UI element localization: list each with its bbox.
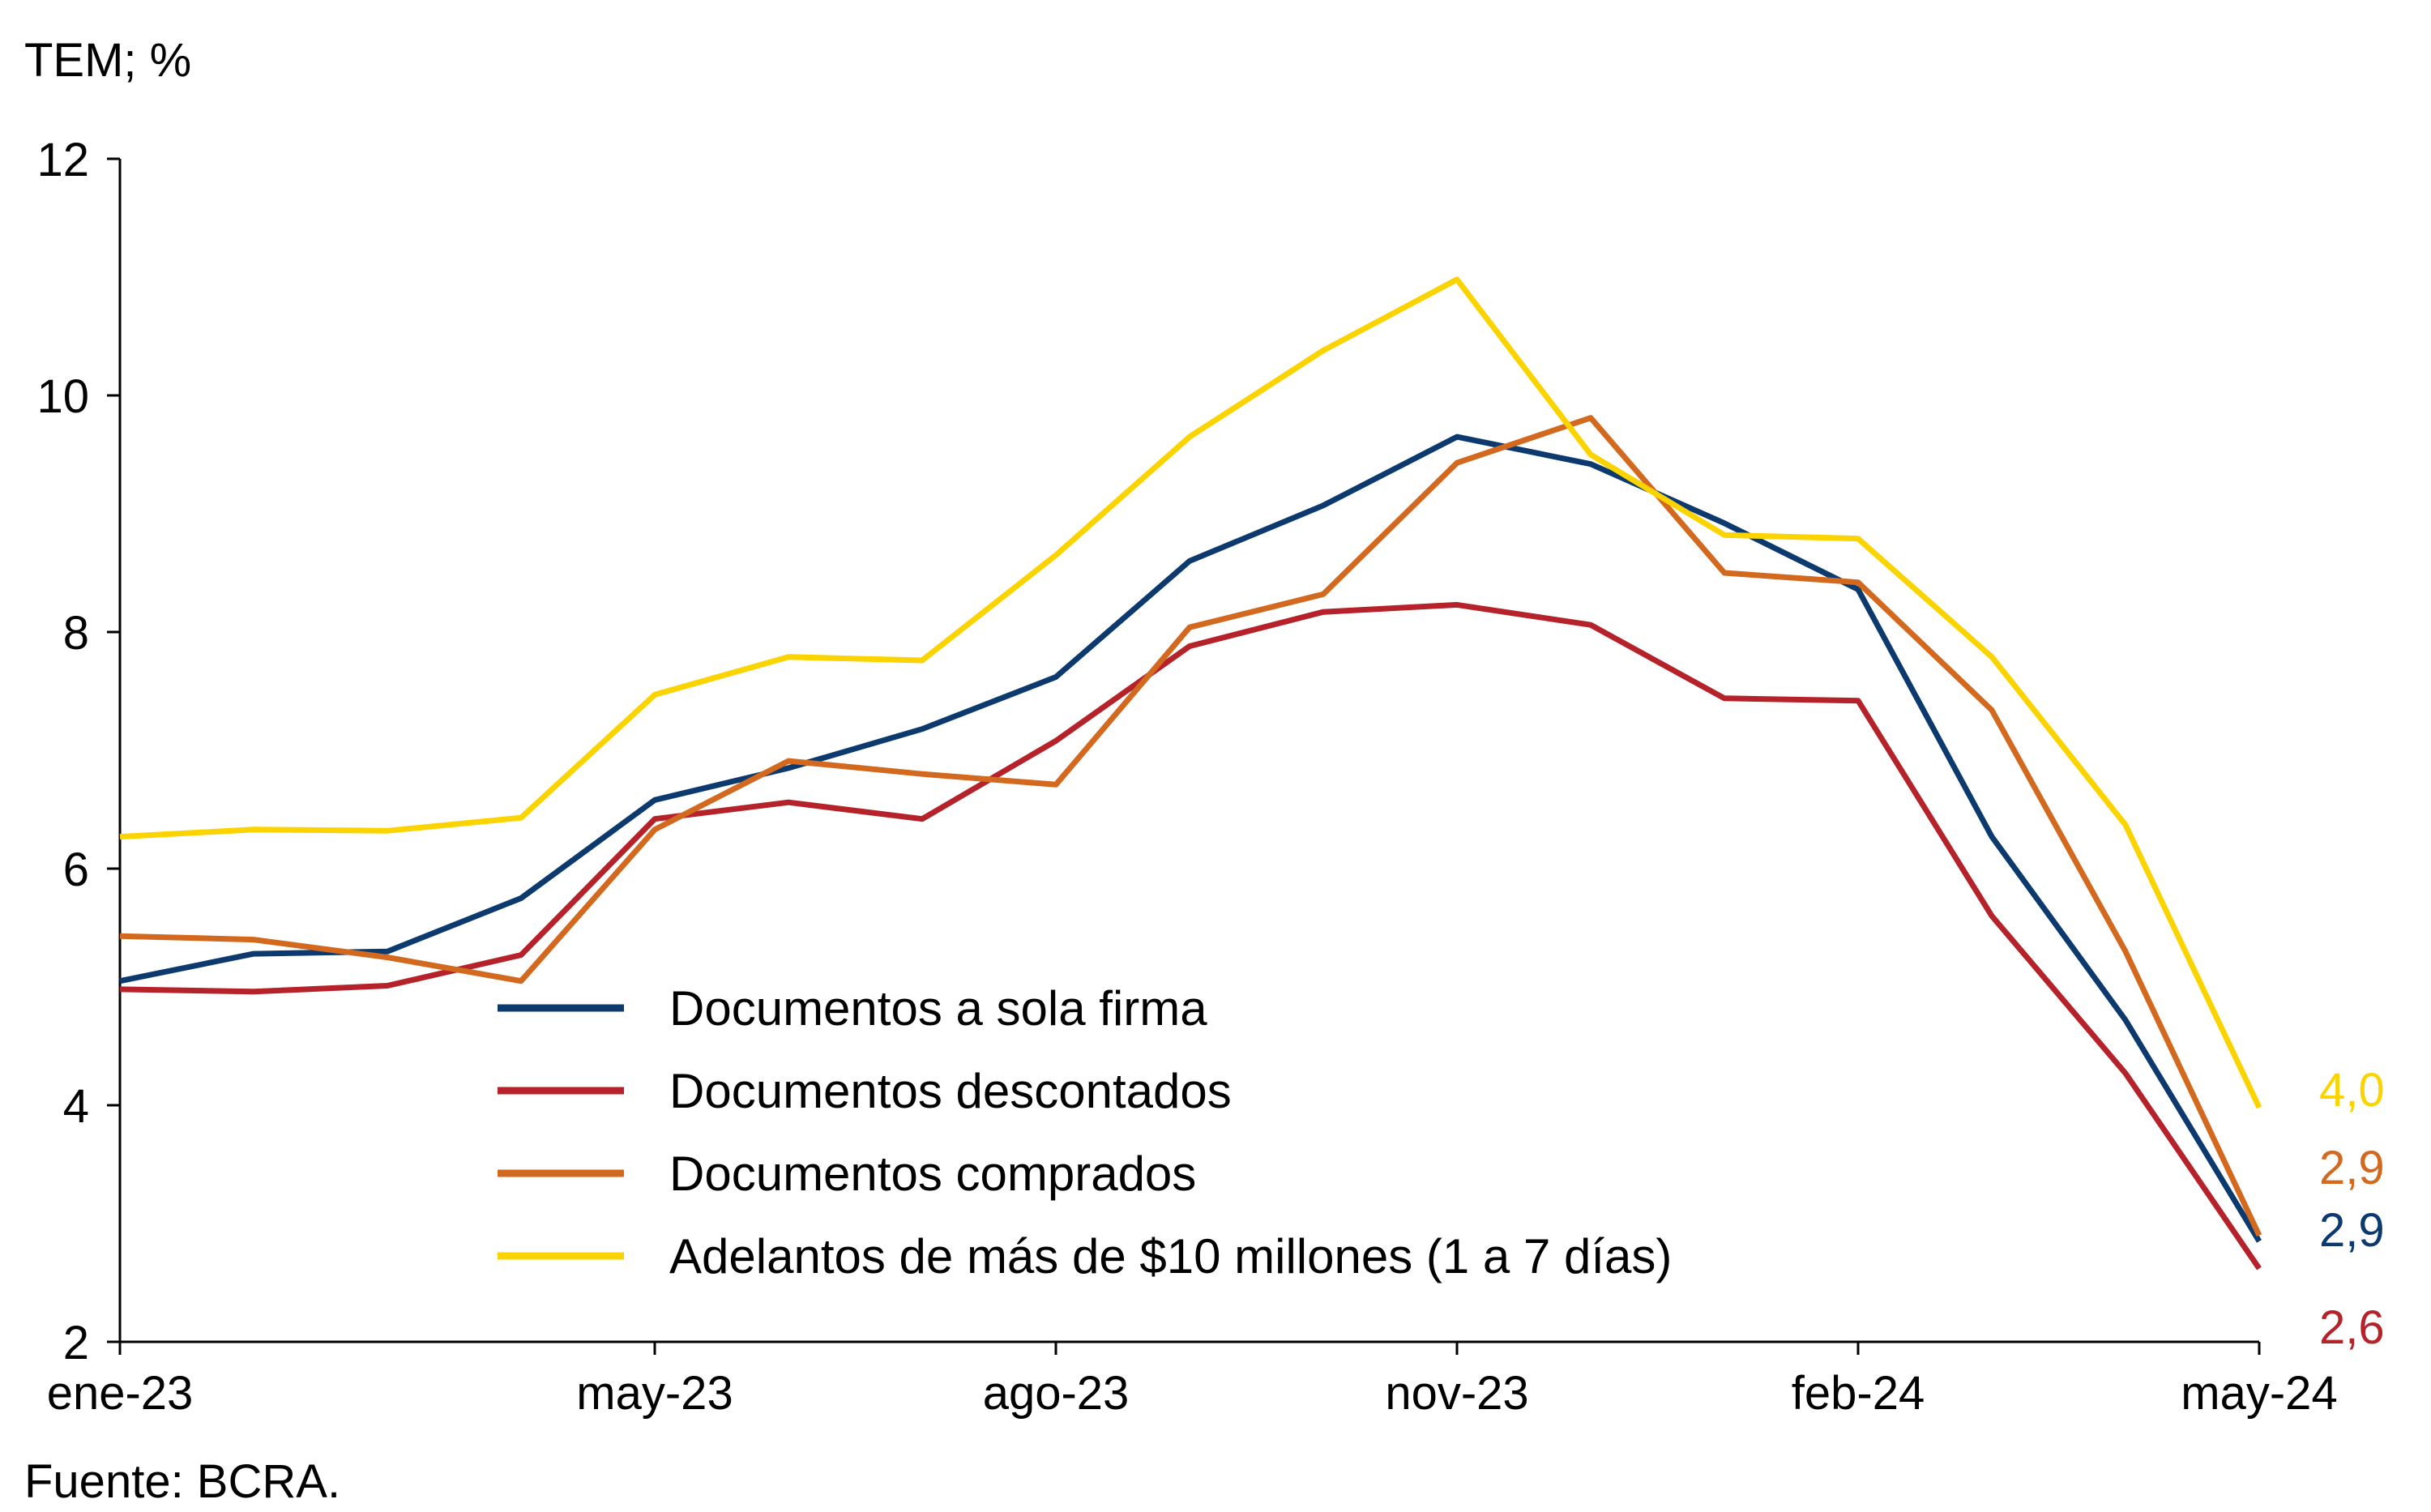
y-tick-label-6: 6 [63, 844, 89, 896]
series-lines [119, 276, 2262, 1271]
legend-entry-adelantos: Adelantos de más de $10 millones (1 a 7 … [669, 1229, 1672, 1283]
series-line-descontados [119, 601, 2262, 1271]
legend-entry-descontados: Documentos descontados [669, 1064, 1232, 1118]
y-tick-label-4: 4 [63, 1080, 89, 1133]
series-line-sola-firma [119, 434, 2262, 1243]
legend: Documentos a sola firma Documentos desco… [498, 981, 1672, 1283]
y-tick-label-2: 2 [63, 1317, 89, 1369]
legend-entry-comprados: Documentos comprados [669, 1147, 1196, 1201]
end-labels: 4,0 2,9 2,9 2,6 [2319, 1064, 2385, 1354]
source-note: Fuente: BCRA. [24, 1455, 340, 1508]
series-line-adelantos [119, 276, 2262, 1109]
axes [118, 159, 2259, 1343]
y-tick-label-10: 10 [36, 370, 89, 423]
legend-entry-sola-firma: Documentos a sola firma [669, 981, 1207, 1036]
x-tick-label-may-24: may-24 [2181, 1367, 2337, 1420]
end-label-descontados: 2,6 [2319, 1301, 2385, 1354]
x-tick-label-ago-23: ago-23 [983, 1367, 1130, 1420]
series-line-comprados [119, 415, 2262, 1237]
end-label-comprados: 2,9 [2319, 1142, 2385, 1194]
x-tick-label-may-23: may-23 [576, 1367, 733, 1420]
x-tick-label-nov-23: nov-23 [1385, 1367, 1528, 1420]
end-label-sola-firma: 2,9 [2319, 1204, 2385, 1257]
x-tick-label-feb-24: feb-24 [1792, 1367, 1925, 1420]
y-tick-label-12: 12 [36, 134, 89, 186]
y-tick-label-8: 8 [63, 607, 89, 660]
end-label-adelantos: 4,0 [2319, 1064, 2385, 1117]
unit-label: TEM; % [24, 34, 191, 87]
y-ticks: 2 4 6 8 10 12 [36, 134, 120, 1369]
x-ticks: ene-23 may-23 ago-23 nov-23 feb-24 may-24 [47, 1342, 2338, 1420]
x-tick-label-ene-23: ene-23 [47, 1367, 194, 1420]
